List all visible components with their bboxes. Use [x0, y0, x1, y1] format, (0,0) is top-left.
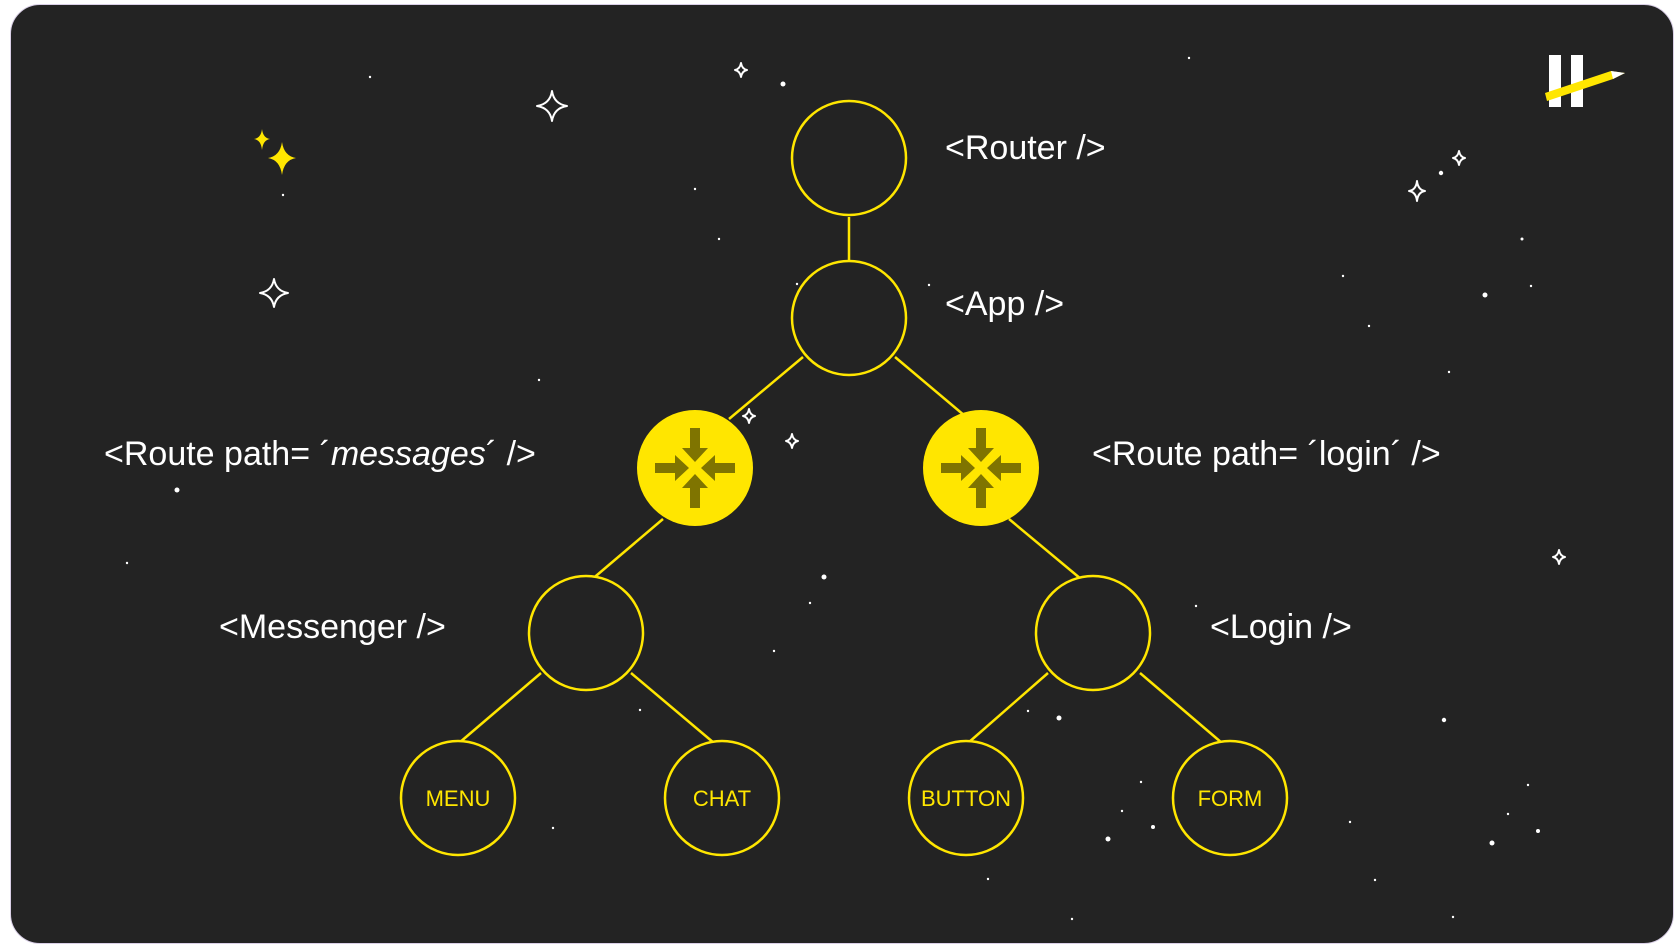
sparkle-icon [1408, 180, 1426, 202]
route-messages-label-prefix: <Route path= ´ [104, 435, 331, 473]
route-messages-label: <Route path= ´messages´ /> [104, 437, 536, 471]
route-login-node [923, 410, 1039, 526]
sparkle-icon [1452, 150, 1466, 166]
sparkle-icon [254, 129, 270, 150]
form-node [1171, 739, 1289, 857]
connector-route-login-login [1008, 518, 1088, 585]
sparkle-icon [536, 90, 568, 122]
connector-route-messages-messenger [589, 518, 664, 582]
chat-node [663, 739, 781, 857]
component-tree-diagram: MENU CHAT BUTTON FORM [125, 56, 1566, 921]
menu-node [399, 739, 517, 857]
router-node [790, 99, 908, 217]
sparkle-icon [785, 433, 799, 449]
button-node [907, 739, 1025, 857]
route-messages-label-suffix: ´ /> [485, 435, 536, 473]
connector-login-button [967, 672, 1049, 744]
messenger-node [527, 574, 645, 692]
route-messages-label-path: messages [330, 435, 486, 473]
sparkle-icon [734, 62, 748, 78]
arrows-in-icon [941, 428, 1021, 508]
hexlet-h-logo-icon [1545, 55, 1625, 107]
connector-messenger-chat [630, 672, 715, 744]
app-node [790, 259, 908, 377]
tree-connectors [458, 217, 1223, 744]
yellow-sparkle-icons [254, 129, 296, 175]
leaf-label-button: BUTTON [921, 786, 1011, 811]
sparkle-icon [742, 408, 756, 424]
arrows-in-icon [655, 428, 735, 508]
diagram-card: MENU CHAT BUTTON FORM <Router /> <App />… [10, 4, 1674, 944]
router-label: <Router /> [945, 129, 1106, 167]
login-node [1034, 574, 1152, 692]
sparkle-icons [259, 62, 1566, 565]
connector-app-route-login [894, 356, 966, 417]
route-login-label: <Route path= ´login´ /> [1092, 435, 1441, 473]
messenger-label: <Messenger /> [219, 608, 446, 646]
login-label: <Login /> [1210, 608, 1352, 646]
sparkle-icon [268, 142, 296, 175]
star-dots [125, 56, 1540, 921]
sparkle-icon [259, 278, 289, 308]
connector-messenger-menu [458, 672, 542, 744]
connector-app-route-messages [728, 356, 804, 420]
route-messages-node [637, 410, 753, 526]
connector-login-form [1139, 672, 1223, 744]
leaf-label-chat: CHAT [693, 786, 751, 811]
leaf-label-form: FORM [1198, 786, 1263, 811]
leaf-label-menu: MENU [426, 786, 491, 811]
app-label: <App /> [945, 285, 1065, 323]
tree-nodes [399, 99, 1289, 857]
sparkle-icon [1552, 549, 1566, 565]
